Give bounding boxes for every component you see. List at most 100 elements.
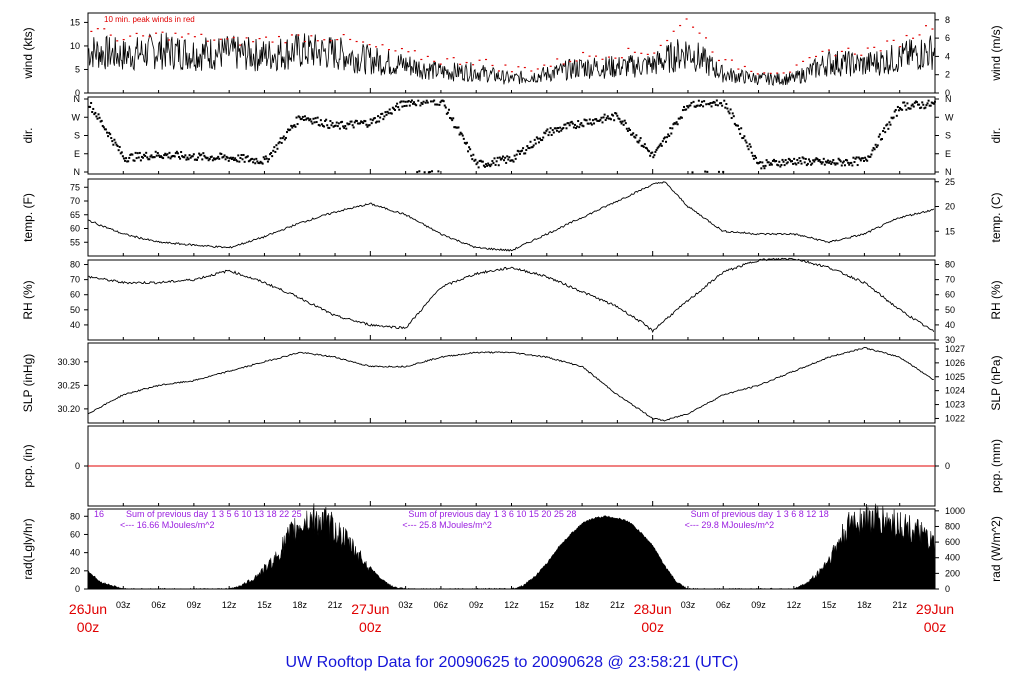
peak-wind-point (931, 28, 934, 30)
direction-point (386, 110, 389, 113)
ylabel-left-pcp: pcp. (in) (21, 444, 35, 487)
direction-point (635, 134, 638, 137)
direction-point (778, 160, 781, 163)
direction-point (590, 123, 593, 126)
direction-point (828, 161, 831, 164)
direction-point (604, 119, 607, 122)
direction-point (822, 157, 825, 160)
direction-point (410, 99, 413, 102)
peak-wind-point (155, 32, 158, 34)
direction-point (429, 100, 432, 103)
direction-point (120, 151, 123, 154)
direction-point (699, 103, 702, 106)
ytick-label-right-temp: 15 (945, 226, 955, 236)
direction-point (273, 146, 276, 149)
direction-point (769, 162, 772, 165)
peak-wind-point (536, 68, 539, 70)
ylabel-left-RH: RH (%) (21, 280, 35, 319)
peak-wind-point (485, 58, 488, 61)
direction-point (771, 159, 774, 162)
direction-point (442, 100, 445, 103)
direction-point (255, 157, 258, 160)
direction-point (256, 160, 259, 163)
direction-point (730, 117, 733, 120)
direction-point (800, 162, 803, 165)
direction-point (709, 102, 712, 105)
ytick-label-left-wind: 15 (70, 17, 80, 27)
direction-point (579, 123, 582, 126)
peak-wind-point (886, 40, 889, 42)
direction-point (314, 117, 317, 120)
direction-point (680, 116, 683, 119)
direction-point (277, 142, 280, 145)
ytick-label-left-temp: 60 (70, 224, 80, 234)
direction-point (810, 163, 813, 166)
direction-point (728, 112, 731, 115)
direction-point (792, 162, 795, 165)
direction-point (511, 159, 514, 162)
ytick-label-left-temp: 55 (70, 237, 80, 247)
peak-wind-point (698, 32, 701, 34)
direction-point (651, 151, 654, 154)
direction-point (842, 160, 845, 163)
ytick-label-right-dir: W (945, 112, 954, 122)
direction-point (581, 124, 584, 127)
direction-point (133, 159, 136, 162)
peak-wind-point (873, 46, 876, 48)
peak-wind-point (504, 64, 507, 66)
direction-point (517, 150, 520, 153)
direction-point (480, 160, 483, 163)
peak-wind-point (277, 35, 280, 38)
direction-point (451, 119, 454, 122)
direction-point (95, 115, 98, 118)
direction-point (577, 120, 580, 123)
direction-point (474, 158, 477, 161)
peak-wind-point (672, 30, 675, 32)
direction-point (509, 159, 512, 162)
direction-point (829, 160, 832, 163)
direction-point (744, 139, 747, 142)
direction-point (886, 123, 889, 126)
direction-point (904, 104, 907, 107)
direction-point (134, 151, 137, 154)
direction-point (247, 160, 250, 163)
direction-point (172, 154, 175, 157)
ytick-label-right-wind: 8 (945, 15, 950, 25)
direction-point (832, 159, 835, 162)
direction-point (163, 154, 166, 157)
direction-point (918, 103, 921, 106)
direction-point (663, 136, 666, 139)
direction-point (582, 125, 585, 128)
direction-point (238, 160, 241, 163)
direction-point (770, 163, 773, 166)
direction-point (512, 160, 515, 163)
direction-point (887, 127, 890, 130)
direction-point (884, 131, 887, 134)
direction-point (620, 122, 623, 125)
peak-wind-point (213, 39, 216, 41)
direction-point (326, 124, 329, 127)
daily-total-start: 16 (94, 509, 104, 519)
peak-wind-point (135, 32, 138, 35)
ylabel-left-temp: temp. (F) (21, 193, 35, 242)
panel-pcp: pcp. (in) pcp. (mm) 0 0 (21, 425, 1003, 507)
peak-wind-point (316, 40, 319, 42)
direction-point (308, 119, 311, 122)
direction-point (121, 155, 124, 158)
direction-point (364, 120, 367, 123)
direction-point (243, 160, 246, 163)
direction-point (445, 112, 448, 115)
direction-point (186, 156, 189, 159)
direction-point (759, 161, 762, 164)
direction-point (274, 150, 277, 153)
direction-point (285, 131, 288, 134)
direction-point (721, 104, 724, 107)
direction-point (414, 103, 417, 106)
peak-wind-point (556, 58, 559, 60)
direction-point (296, 123, 299, 126)
direction-point (747, 148, 750, 151)
direction-point (261, 162, 264, 165)
direction-point (767, 161, 770, 164)
direction-point (367, 124, 370, 127)
direction-point (522, 147, 525, 150)
